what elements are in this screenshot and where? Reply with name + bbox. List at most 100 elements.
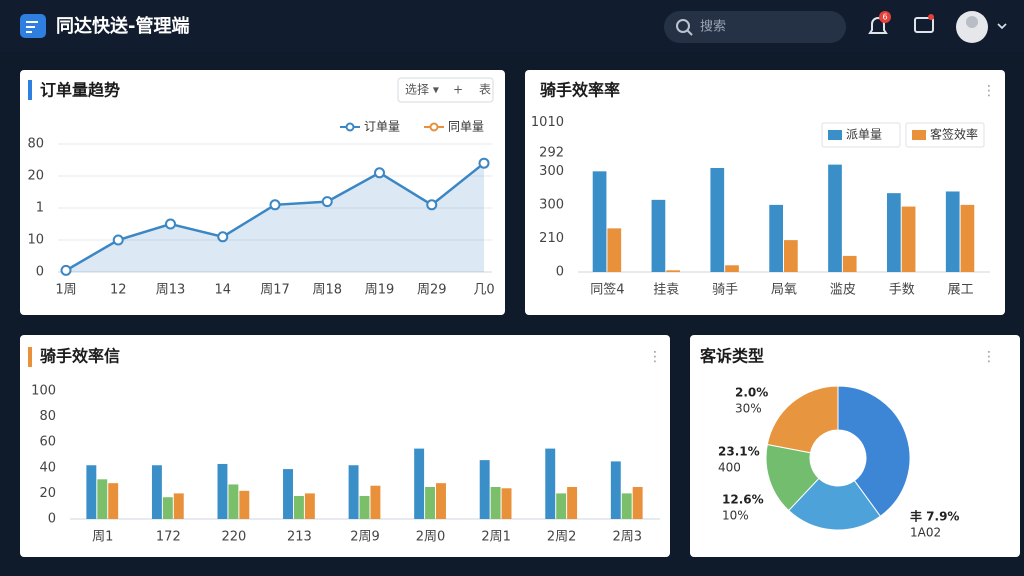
search-box[interactable] [664, 11, 846, 43]
title-accent [28, 80, 32, 100]
bar [151, 465, 162, 519]
bell-icon[interactable] [868, 17, 888, 34]
x-tick-label: 滥皮 [830, 283, 856, 298]
monitor-icon[interactable] [914, 17, 934, 33]
x-tick-label: 2周9 [350, 530, 380, 545]
panel [20, 335, 670, 557]
bar [86, 465, 97, 519]
y-tick-label: 210 [539, 231, 564, 246]
bar [108, 483, 119, 519]
panel-title: 客诉类型 [700, 347, 764, 366]
y-tick-label: 20 [39, 486, 56, 501]
more-menu[interactable]: ⋮ [982, 349, 996, 365]
bar [666, 270, 680, 272]
y-tick-label: 100 [31, 384, 56, 399]
badge [879, 11, 891, 23]
x-tick-label: 14 [214, 283, 231, 298]
bar [610, 461, 621, 519]
x-tick-label: 172 [156, 530, 181, 545]
panel-title: 骑手效率信 [40, 347, 120, 366]
x-tick-label: 周18 [312, 283, 342, 298]
slice-sublabel: 30% [735, 402, 762, 416]
header-bar [0, 0, 1024, 52]
bar [725, 265, 739, 272]
bar [436, 483, 446, 519]
legend-swatch [828, 130, 842, 140]
x-tick-label: 220 [221, 530, 246, 545]
line-point [374, 167, 385, 179]
y-tick-label: 300 [539, 197, 564, 212]
bar [945, 191, 960, 272]
x-tick-label: 同签4 [590, 282, 624, 298]
bar [842, 255, 857, 272]
panel-title: 骑手效率率 [540, 81, 620, 100]
bar [479, 460, 490, 519]
panel-title: 订单量趋势 [40, 81, 120, 100]
x-tick-label: 几0 [473, 283, 494, 298]
toolbar[interactable] [397, 77, 494, 103]
more-menu[interactable]: ⋮ [982, 83, 996, 99]
x-tick-label: 局氧 [771, 283, 797, 298]
slice-label: 2.0% [735, 386, 768, 400]
line-point [165, 218, 176, 230]
app-title: 同达快送-管理端 [56, 15, 189, 37]
more-menu[interactable]: ⋮ [648, 349, 662, 365]
bar [359, 495, 370, 519]
bar [545, 448, 556, 519]
panel [690, 335, 1020, 557]
y-tick-label: 300 [539, 164, 564, 179]
x-tick-label: 挂袁 [653, 283, 679, 298]
bar [769, 204, 783, 272]
bar [370, 485, 381, 519]
y-tick-label: 1 [36, 201, 44, 216]
line-point [426, 199, 438, 211]
x-tick-label: 周1 [92, 530, 113, 545]
slice-sublabel: 1A02 [910, 526, 941, 540]
x-tick-label: 骑手 [712, 283, 738, 298]
dropdown-arrow[interactable] [997, 23, 1007, 30]
logo-glyph [26, 21, 38, 33]
toolbar-item[interactable]: 表 [479, 83, 491, 97]
pie-slice [766, 385, 839, 454]
line-area [66, 163, 484, 272]
bar [414, 448, 425, 519]
panel [20, 70, 505, 315]
bar [567, 487, 578, 519]
bar [217, 463, 228, 519]
bar [293, 495, 304, 519]
line-point [60, 264, 72, 276]
pie-slice [788, 477, 882, 531]
x-tick-label: 周17 [260, 283, 290, 298]
bar [490, 487, 501, 519]
avatar-head [966, 16, 978, 28]
bar [607, 228, 622, 272]
bar [621, 493, 632, 519]
x-tick-label: 12 [110, 283, 127, 298]
y-tick-label: 80 [39, 409, 56, 424]
line-point [217, 231, 229, 243]
y-tick-label: 0 [48, 512, 56, 527]
search-placeholder: 搜索 [700, 20, 726, 35]
x-tick-label: 2周1 [481, 530, 511, 545]
bar [425, 487, 436, 519]
legend-swatch [912, 130, 926, 140]
bar [304, 493, 315, 519]
search-icon [676, 19, 690, 33]
x-tick-label: 2周2 [547, 530, 577, 545]
legend-swatch [345, 122, 355, 132]
bar [556, 493, 567, 519]
x-tick-label: 周19 [365, 283, 395, 298]
bar [784, 240, 798, 272]
bar [710, 167, 725, 272]
toolbar-item[interactable]: 选择 ▾ [405, 83, 439, 97]
bar [828, 164, 842, 272]
notice-dot [928, 14, 934, 20]
legend-label: 订单量 [364, 120, 400, 134]
y-tick-label: 40 [39, 460, 56, 475]
x-tick-label: 周29 [417, 283, 447, 298]
y-tick-label: 20 [27, 169, 44, 184]
legend-swatch [429, 122, 439, 132]
slice-label: 12.6% [722, 493, 764, 507]
toolbar-item[interactable]: + [453, 83, 463, 97]
